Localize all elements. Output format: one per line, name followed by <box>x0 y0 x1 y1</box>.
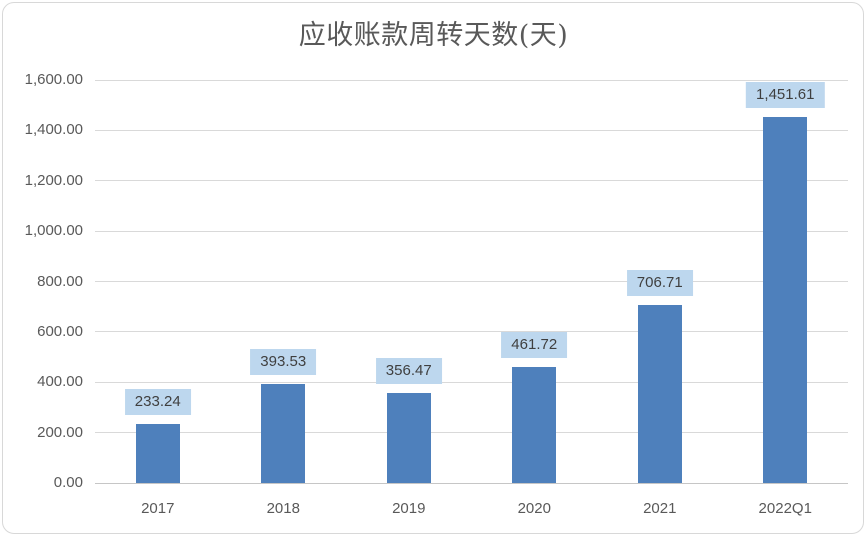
x-axis-label-2020: 2020 <box>517 500 551 517</box>
y-axis-tick-label: 1,200.00 <box>24 171 83 189</box>
gridline <box>95 129 848 131</box>
gridline <box>95 331 848 333</box>
data-label-2020: 461.72 <box>501 331 568 358</box>
gridline <box>95 230 848 232</box>
bar-2018 <box>261 383 306 483</box>
y-axis-tick-label: 0.00 <box>53 474 83 491</box>
y-axis-tick-label: 1,600.00 <box>24 71 83 88</box>
gridline <box>95 432 848 434</box>
y-axis-tick-label: 600.00 <box>37 322 83 340</box>
data-label-2022Q1: 1,451.61 <box>746 82 825 109</box>
bar-2022Q1 <box>763 117 808 483</box>
data-label-2021: 706.71 <box>626 270 693 296</box>
chart-title: 应收账款周转天数(天) <box>298 20 569 51</box>
y-axis-tick-label: 200.00 <box>37 423 83 441</box>
y-axis-tick-label: 400.00 <box>37 373 83 391</box>
y-axis-tick-label: 1,000.00 <box>24 222 83 240</box>
x-axis-label-2018: 2018 <box>266 500 300 517</box>
gridline <box>95 381 848 383</box>
x-axis-label-2019: 2019 <box>392 500 426 517</box>
bar-2019 <box>386 393 431 483</box>
gridline <box>95 180 848 182</box>
x-axis-label-2017: 2017 <box>141 500 175 517</box>
gridline <box>95 79 848 81</box>
data-label-2019: 356.47 <box>375 358 442 385</box>
bar-2017 <box>135 424 180 483</box>
x-axis-line <box>95 482 848 484</box>
bar-2020 <box>512 366 557 483</box>
gridline <box>95 281 848 282</box>
y-axis-tick-label: 1,400.00 <box>24 121 83 139</box>
x-axis-label-2022Q1: 2022Q1 <box>758 500 812 517</box>
x-axis-label-2021: 2021 <box>643 500 677 517</box>
y-axis-tick-label: 800.00 <box>37 272 83 290</box>
data-label-2018: 393.53 <box>250 348 317 375</box>
bar-2021 <box>637 304 682 483</box>
data-label-2017: 233.24 <box>124 389 191 416</box>
